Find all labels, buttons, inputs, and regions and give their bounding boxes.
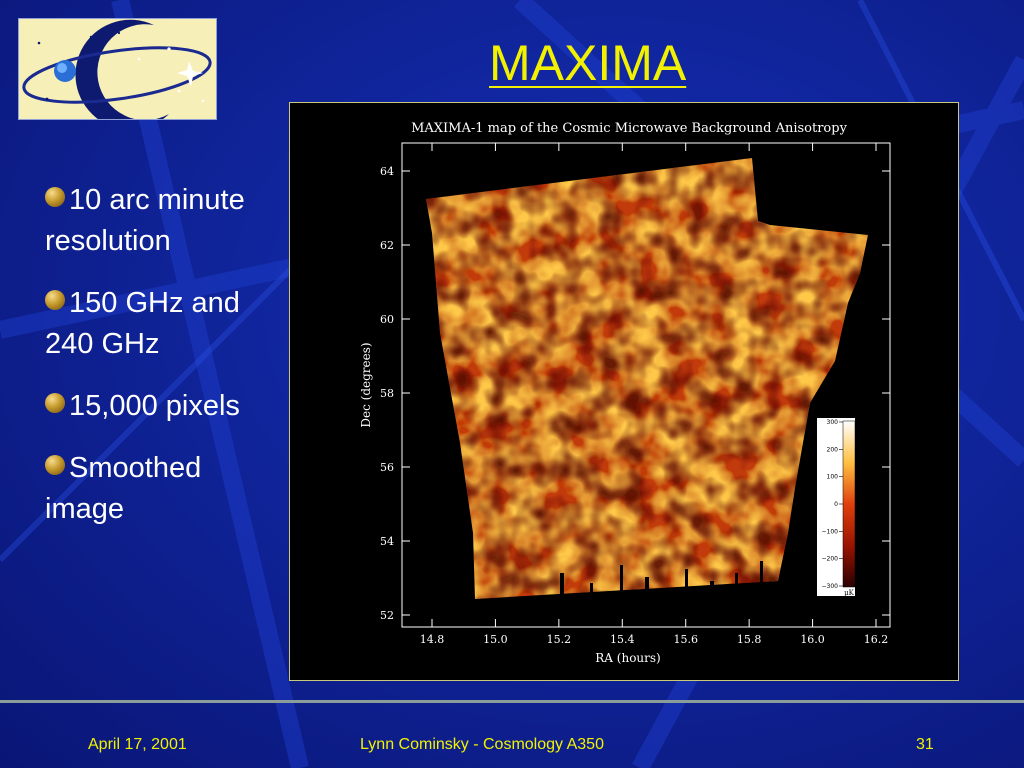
x-tick-label: 15.0: [483, 633, 508, 646]
footer-page-number: 31: [916, 736, 934, 753]
y-tick-label: 58: [380, 387, 394, 400]
plot-area: [401, 142, 891, 628]
colorbar-unit: μK: [844, 589, 855, 597]
y-tick-label: 56: [380, 461, 394, 474]
x-tick-label: 15.6: [673, 633, 698, 646]
footer-divider: [0, 700, 1024, 703]
x-axis: 14.8 15.0 15.2 15.4 15.6 15.8 16.0 16.2: [420, 143, 889, 646]
map-title: MAXIMA-1 map of the Cosmic Microwave Bac…: [411, 121, 848, 136]
cmb-map-figure: MAXIMA-1 map of the Cosmic Microwave Bac…: [289, 102, 959, 681]
y-tick-label: 64: [380, 165, 394, 178]
sky-map: [426, 158, 868, 599]
colorbar-tick-label: 100: [827, 474, 839, 481]
bullet-item: 150 GHz and 240 GHz: [45, 283, 260, 365]
bullet-item: Smoothed image: [45, 448, 260, 530]
bullet-list: 10 arc minute resolution 150 GHz and 240…: [45, 180, 260, 551]
bullet-text: 10 arc minute resolution: [45, 184, 245, 257]
y-tick-label: 62: [380, 239, 394, 252]
map-ragged-bottom: [560, 561, 763, 599]
footer-author: Lynn Cominsky - Cosmology A350: [360, 736, 604, 753]
bullet-item: 15,000 pixels: [45, 386, 260, 427]
x-tick-label: 15.8: [737, 633, 762, 646]
y-axis-label: Dec (degrees): [359, 342, 373, 427]
bullet-text: 15,000 pixels: [69, 390, 240, 422]
colorbar-tick-label: −300: [822, 583, 839, 590]
colorbar-tick-label: −200: [822, 556, 839, 563]
colorbar-tick-label: 200: [827, 446, 839, 453]
bullet-item: 10 arc minute resolution: [45, 180, 260, 262]
colorbar-tick-label: −100: [822, 528, 839, 535]
x-tick-label: 16.0: [800, 633, 825, 646]
x-tick-label: 14.8: [420, 633, 445, 646]
observatory-logo: [18, 18, 217, 120]
footer-date: April 17, 2001: [88, 736, 187, 753]
colorbar-tick-label: 300: [827, 419, 839, 426]
y-axis: 64 62 60 58 56 54 52: [380, 165, 890, 622]
bullet-sphere-icon: [45, 393, 65, 413]
slide-title: MAXIMA: [489, 35, 687, 91]
bullet-sphere-icon: [45, 455, 65, 475]
bullet-sphere-icon: [45, 187, 65, 207]
colorbar: 300 200 100 0 −100 −200 −300 μK: [817, 418, 856, 597]
x-tick-label: 15.2: [547, 633, 572, 646]
x-tick-label: 16.2: [864, 633, 889, 646]
colorbar-tick-label: 0: [834, 501, 838, 508]
y-tick-label: 52: [380, 609, 394, 622]
bullet-text: Smoothed image: [45, 452, 202, 525]
x-axis-label: RA (hours): [595, 651, 660, 665]
bullet-sphere-icon: [45, 290, 65, 310]
bullet-text: 150 GHz and 240 GHz: [45, 287, 240, 360]
y-tick-label: 60: [380, 313, 394, 326]
y-tick-label: 54: [380, 535, 394, 548]
x-tick-label: 15.4: [610, 633, 635, 646]
